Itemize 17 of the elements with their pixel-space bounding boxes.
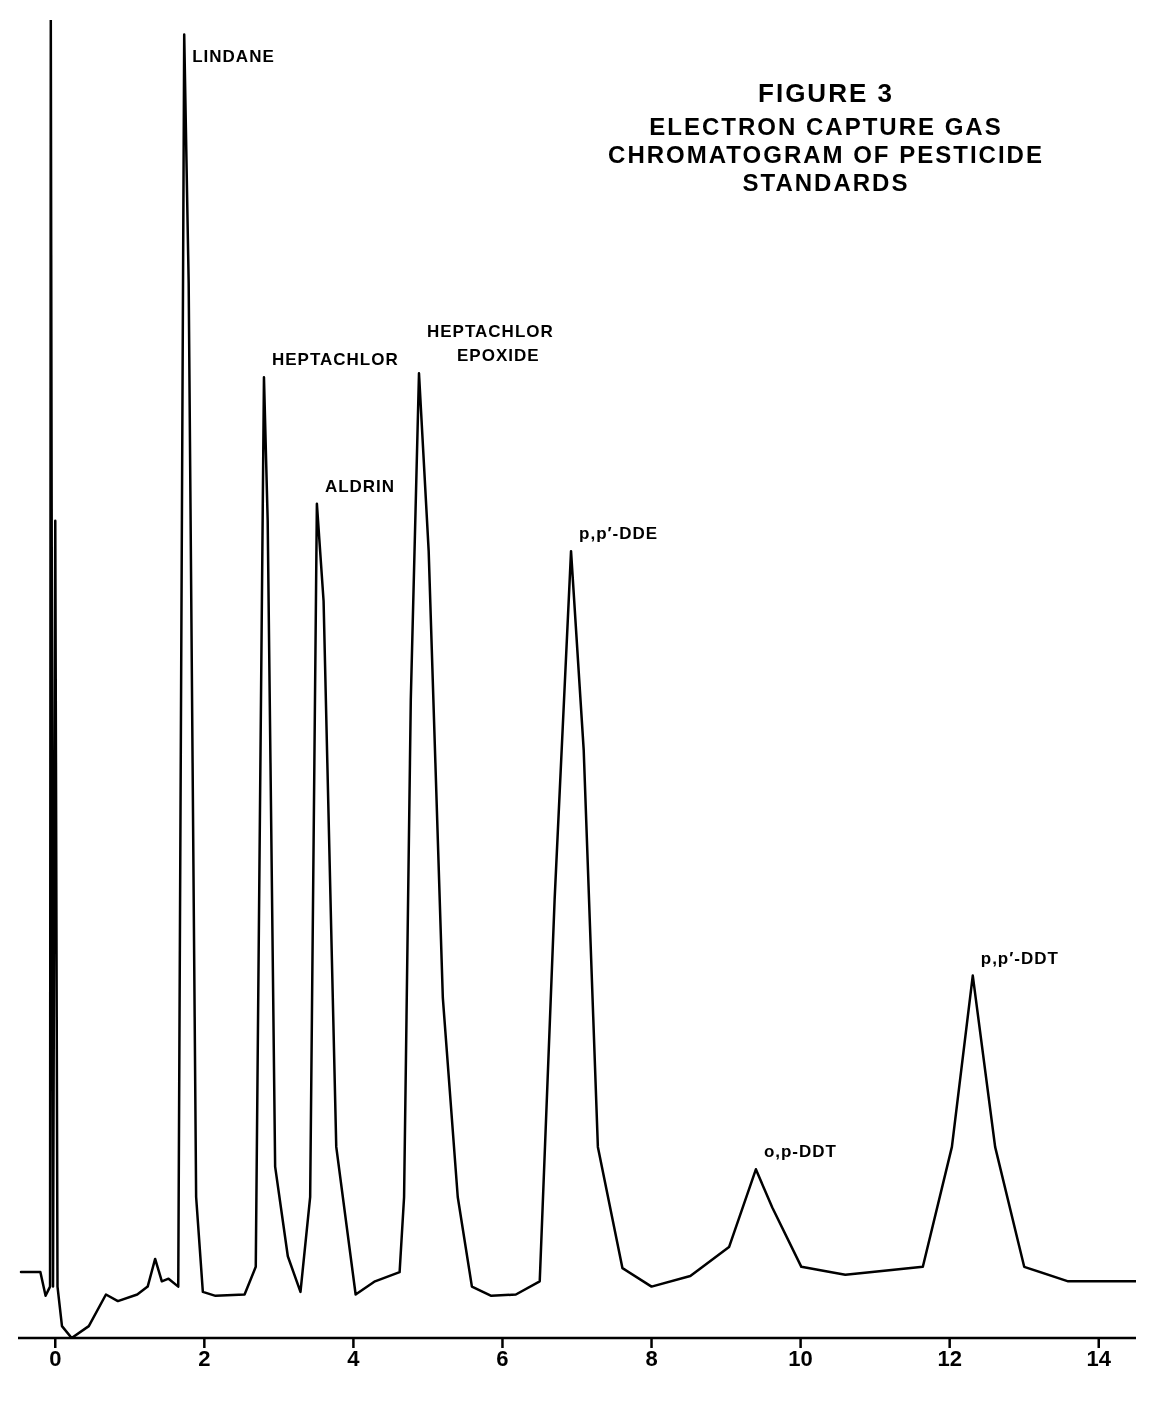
text: FIGURE 3 [757,78,895,109]
annotation: HEPTACHLOR [271,350,399,370]
x-tick-label: 4 [347,1345,361,1371]
x-tick-label: 8 [645,1345,658,1371]
x-tick-label: 0 [49,1345,62,1371]
x-tick-label: 2 [198,1345,211,1371]
x-tick-label: 14 [1086,1345,1112,1371]
annotation: p,p′-DDT [980,948,1059,968]
annotation: ALDRIN [324,476,396,496]
x-tick-label: 12 [937,1345,962,1371]
x-tick-label: 6 [496,1345,509,1371]
annotation: p,p′-DDE [579,524,659,544]
annotation: o,p-DDT [763,1142,837,1162]
text: ELECTRON CAPTURE GAS CHROMATOGRAM OF PESTICIDE STANDARDS [607,113,1045,197]
annotation: HEPTACHLOR EPOXIDE [426,322,560,366]
x-tick-label: 10 [788,1345,813,1371]
annotation: LINDANE [192,47,275,67]
